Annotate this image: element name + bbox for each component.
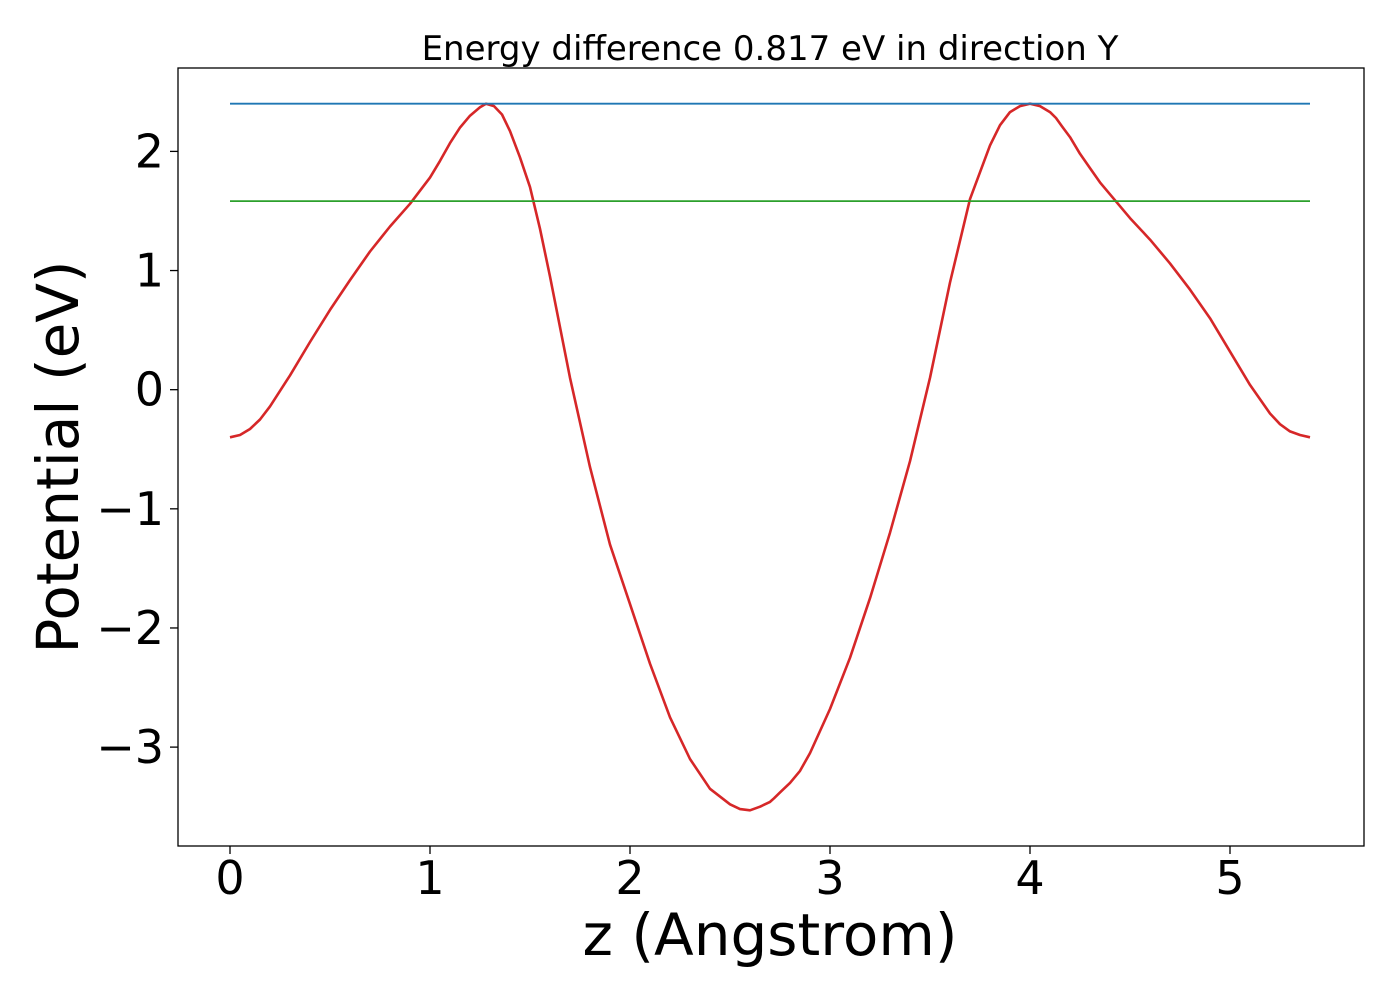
x-tick-label: 2 <box>615 851 644 905</box>
x-axis-label: z (Angstrom) <box>583 901 958 969</box>
x-tick-label: 3 <box>815 851 844 905</box>
y-tick-label: −3 <box>96 720 164 774</box>
plot-frame <box>177 67 1365 847</box>
x-axis: 0 1 2 3 4 5 <box>215 846 1245 905</box>
y-tick-label: −1 <box>96 482 164 536</box>
x-tick-label: 1 <box>415 851 444 905</box>
x-tick-label: 4 <box>1015 851 1044 905</box>
y-tick-label: −2 <box>96 601 164 655</box>
y-tick-label: 0 <box>135 363 164 417</box>
y-tick-label: 1 <box>135 244 164 298</box>
chart-title: Energy difference 0.817 eV in direction … <box>422 29 1119 69</box>
y-axis-label: Potential (eV) <box>24 260 92 653</box>
x-tick-label: 5 <box>1215 851 1244 905</box>
y-axis: −3 −2 −1 0 1 2 <box>96 124 178 774</box>
series-layer <box>229 102 1311 812</box>
potential-curve-line <box>229 102 1311 812</box>
x-tick-label: 0 <box>215 851 244 905</box>
y-tick-label: 2 <box>135 124 164 178</box>
